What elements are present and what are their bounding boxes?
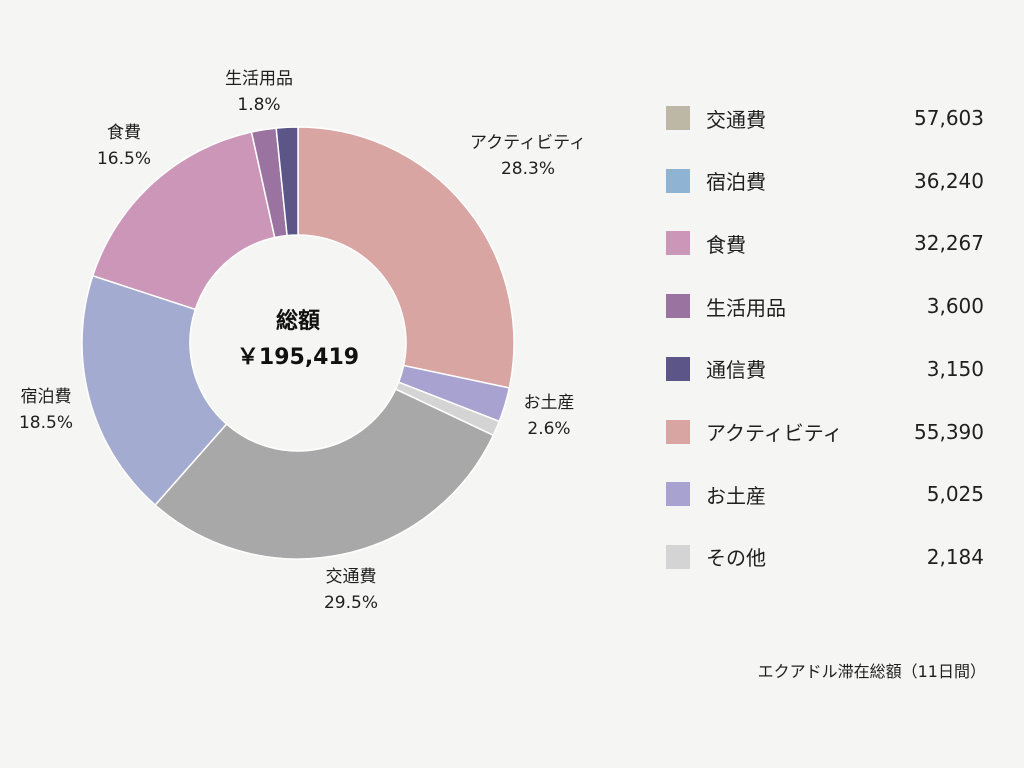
slice-label-name: アクティビティ xyxy=(470,133,586,153)
slice-label-percent: 2.6% xyxy=(527,419,570,439)
slice-label-name: 宿泊費 xyxy=(21,387,72,407)
legend-swatch xyxy=(666,231,690,256)
donut-slices xyxy=(81,126,515,560)
legend-swatch xyxy=(666,168,690,193)
slice-label-percent: 16.5% xyxy=(97,149,151,169)
legend-value: 3,150 xyxy=(926,356,984,381)
legend-label: 生活用品 xyxy=(706,295,786,320)
legend-item: 通信費 3,150 xyxy=(666,355,984,383)
slice-label-name: 生活用品 xyxy=(225,69,293,89)
legend-label: 宿泊費 xyxy=(706,170,766,195)
donut-chart: アクティビティ 28.3% お土産 2.6% 交通費 29.5% 宿泊費 18.5% 食費 16.… xyxy=(19,69,586,613)
legend-swatch xyxy=(666,419,690,444)
chart-caption: エクアドル滞在総額（11日間） xyxy=(757,662,986,681)
slice-2 xyxy=(91,131,276,311)
slice-0 xyxy=(154,388,495,560)
legend-item: 生活用品 3,600 xyxy=(666,292,984,320)
legend-swatch xyxy=(666,106,690,130)
legend-value: 55,390 xyxy=(914,419,984,444)
legend-item: 食費 32,267 xyxy=(666,229,984,257)
slice-label-name: 交通費 xyxy=(326,567,377,587)
legend-item: 宿泊費 36,240 xyxy=(666,167,984,195)
legend-value: 57,603 xyxy=(914,106,984,130)
legend-item: お土産 5,025 xyxy=(666,480,984,508)
legend-label: 交通費 xyxy=(706,107,766,132)
legend-value: 2,184 xyxy=(926,544,984,569)
legend-value: 32,267 xyxy=(914,231,984,256)
legend-label: 食費 xyxy=(706,232,746,257)
slice-label-percent: 28.3% xyxy=(501,159,555,179)
legend-swatch xyxy=(666,294,690,319)
legend-label: アクティビティ xyxy=(706,421,843,445)
slice-label-percent: 18.5% xyxy=(19,413,73,433)
center-title: 総額 xyxy=(276,308,320,334)
legend-value: 36,240 xyxy=(914,168,984,193)
slice-label-name: 食費 xyxy=(107,123,141,143)
legend-item: アクティビティ 55,390 xyxy=(666,418,984,446)
slice-label-percent: 29.5% xyxy=(324,593,378,613)
legend-label: その他 xyxy=(706,546,766,571)
legend-item: その他 2,184 xyxy=(666,543,984,571)
legend-item: 交通費 57,603 xyxy=(666,104,984,132)
slice-5 xyxy=(297,126,515,389)
legend-label: 通信費 xyxy=(706,358,766,383)
legend-swatch xyxy=(666,482,690,507)
legend-label: お土産 xyxy=(706,483,766,508)
slice-labels: アクティビティ 28.3% お土産 2.6% 交通費 29.5% 宿泊費 18.5% 食費 16.… xyxy=(19,69,586,613)
slice-label-name: お土産 xyxy=(524,393,575,413)
slice-4 xyxy=(275,126,299,237)
legend-swatch xyxy=(666,544,690,569)
legend-value: 5,025 xyxy=(926,482,984,507)
legend-value: 3,600 xyxy=(926,294,984,319)
slice-1 xyxy=(81,274,228,507)
center-total: ￥195,419 xyxy=(237,345,359,370)
legend-swatch xyxy=(666,356,690,381)
slice-label-percent: 1.8% xyxy=(237,95,280,115)
